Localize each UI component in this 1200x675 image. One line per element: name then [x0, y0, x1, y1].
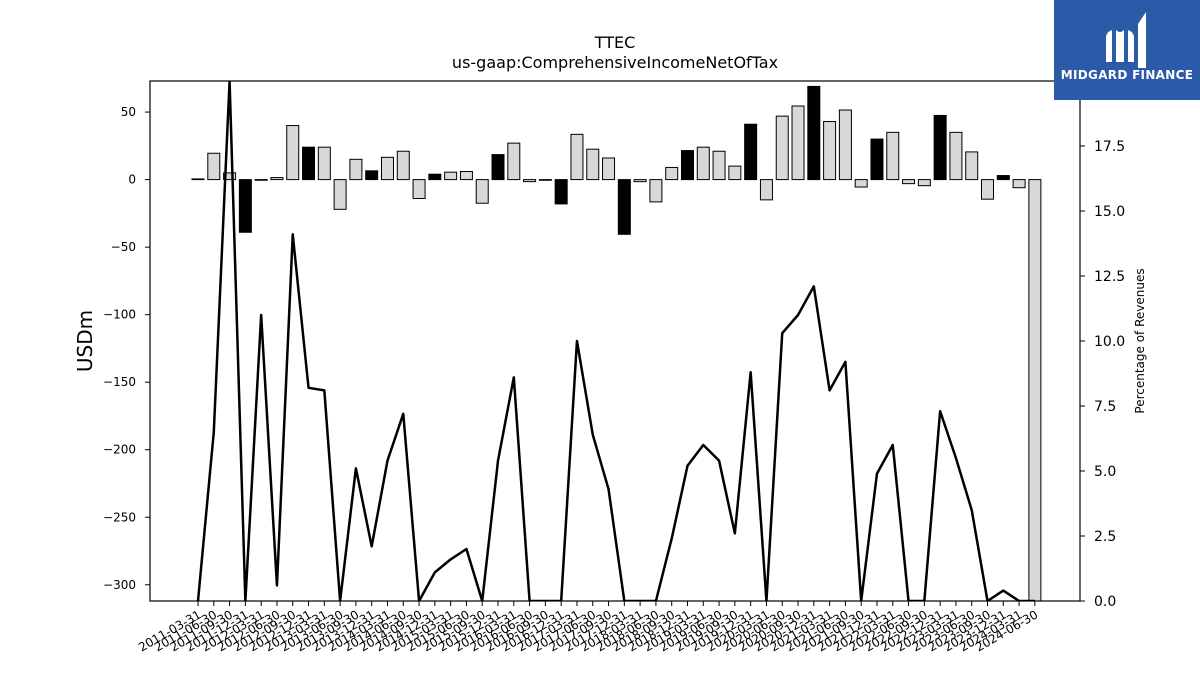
bar	[965, 151, 979, 181]
percentage-line	[196, 81, 1035, 601]
bar	[996, 175, 1010, 181]
bar	[317, 146, 331, 181]
y2-tick-label: 15.0	[1094, 204, 1125, 220]
bar	[823, 121, 837, 181]
bar	[728, 165, 742, 181]
bar	[1012, 179, 1026, 189]
bar	[807, 85, 821, 181]
bar	[428, 173, 442, 181]
bar	[981, 179, 994, 200]
y2-tick-label: 12.5	[1094, 269, 1125, 285]
chart-subtitle: us-gaap:ComprehensiveIncomeNetOfTax	[452, 53, 778, 72]
bar	[570, 133, 584, 181]
y2-tick-label: 5.0	[1094, 464, 1116, 480]
bar	[617, 179, 631, 235]
midgard-finance-logo: MIDGARD FINANCE	[1054, 0, 1200, 100]
bar	[207, 152, 221, 181]
bar	[286, 125, 300, 181]
bar	[949, 131, 963, 181]
bar	[302, 146, 316, 181]
y-axis-label: USDm	[73, 310, 97, 372]
bar	[554, 179, 568, 205]
bar	[902, 179, 916, 185]
bar	[712, 150, 726, 181]
bar	[791, 105, 805, 181]
bar	[538, 179, 552, 181]
y2-tick-label: 2.5	[1094, 529, 1116, 545]
bar	[665, 166, 679, 181]
y2-tick-label: 17.5	[1094, 139, 1125, 155]
bar	[523, 179, 537, 183]
bar	[254, 179, 268, 181]
bar	[238, 179, 252, 233]
y-tick-label: −150	[103, 375, 136, 389]
bar	[680, 150, 694, 181]
bar	[365, 170, 379, 181]
y2-tick-label: 7.5	[1094, 399, 1116, 415]
y-tick-label: 0	[128, 173, 136, 187]
bar	[491, 154, 505, 181]
bar	[270, 177, 284, 181]
bar	[775, 115, 789, 181]
bar	[744, 123, 758, 181]
y-tick-label: −250	[103, 510, 136, 524]
bar	[475, 179, 489, 204]
bar	[602, 157, 616, 181]
bar	[444, 171, 458, 181]
bar	[854, 179, 868, 188]
logo-mark-icon	[1106, 12, 1146, 68]
y2-tick-label: 10.0	[1094, 334, 1125, 350]
bar	[633, 179, 647, 183]
bar	[349, 158, 363, 181]
bar	[933, 114, 947, 181]
bar	[838, 109, 852, 181]
logo-text: MIDGARD FINANCE	[1060, 68, 1194, 82]
bar	[917, 179, 931, 187]
bar	[696, 146, 710, 181]
bar	[191, 178, 205, 181]
bar	[396, 150, 410, 181]
y-tick-label: 50	[121, 105, 136, 119]
bar	[459, 170, 473, 181]
y2-axis-label: Percentage of Revenues	[1133, 268, 1147, 413]
bar	[759, 179, 773, 201]
bar	[1028, 179, 1042, 601]
y-tick-label: −200	[103, 443, 136, 457]
bar	[223, 172, 237, 181]
bar	[333, 179, 347, 210]
y-tick-label: −300	[103, 578, 136, 592]
bar	[870, 138, 884, 181]
y-tick-label: −50	[111, 240, 136, 254]
bar	[412, 179, 426, 200]
bar	[586, 148, 600, 181]
y2-tick-label: 0.0	[1094, 594, 1116, 610]
bar	[886, 131, 900, 181]
chart-title: TTEC	[594, 33, 636, 52]
y-tick-label: −100	[103, 308, 136, 322]
bar	[649, 179, 663, 203]
bar	[507, 142, 521, 181]
bar	[380, 156, 394, 181]
